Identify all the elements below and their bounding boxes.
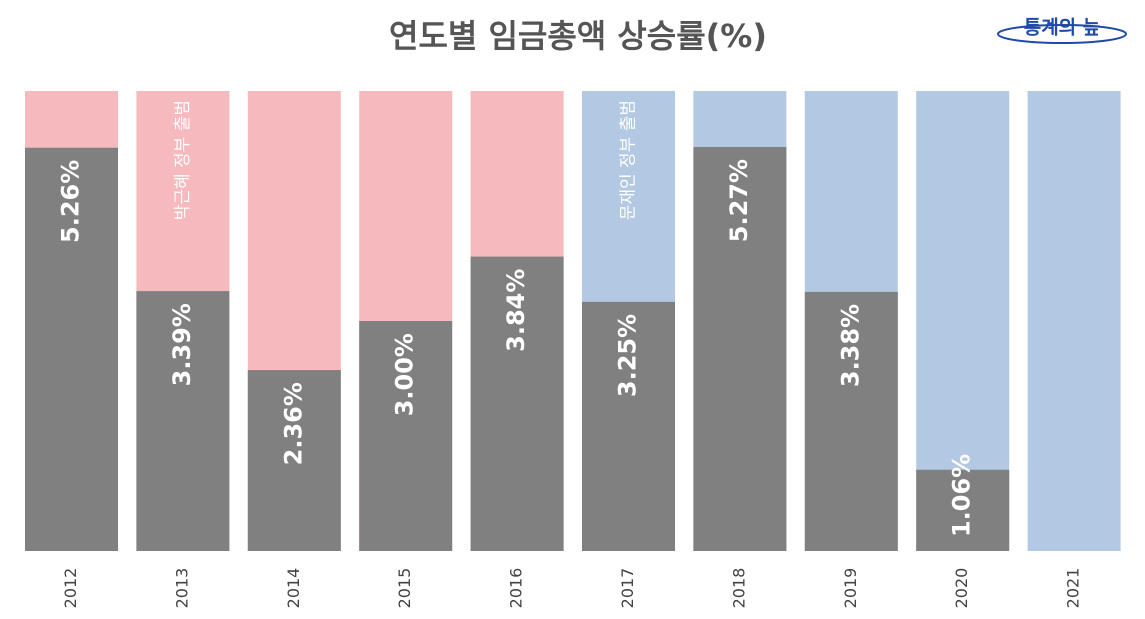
x-tick-label: 2015	[395, 568, 414, 609]
x-tick-label: 2018	[729, 568, 748, 609]
bar	[359, 321, 453, 551]
x-tick-label: 2019	[841, 568, 860, 609]
bar	[693, 146, 787, 551]
x-tick-label: 2016	[507, 568, 526, 609]
value-label: 3.38%	[836, 304, 864, 387]
x-tick-label: 2020	[952, 568, 971, 609]
bar	[136, 291, 230, 551]
bar	[916, 469, 1010, 551]
annotation: 박근혜 정부 출범	[173, 100, 193, 220]
value-label: 3.00%	[391, 333, 419, 416]
x-tick-label: 2012	[61, 568, 80, 609]
value-label: 5.26%	[57, 160, 85, 243]
value-label: 1.06%	[948, 454, 976, 537]
x-tick-label: 2017	[618, 568, 637, 609]
value-label: 3.39%	[168, 303, 196, 386]
annotation: 문재인 정부 출범	[619, 100, 639, 220]
logo-ring	[997, 24, 1127, 44]
value-label: 5.27%	[725, 159, 753, 242]
x-tick-label: 2013	[172, 568, 191, 609]
bar	[25, 147, 118, 551]
logo-text: 통계의 늪	[1024, 17, 1101, 39]
x-tick-label: 2021	[1064, 568, 1083, 609]
x-tick-label: 2014	[284, 568, 303, 609]
chart-title: 연도별 임금총액 상승률(%)	[389, 17, 767, 55]
value-label: 3.25%	[614, 314, 642, 397]
bar	[582, 301, 675, 551]
value-label: 2.36%	[279, 382, 307, 465]
value-label: 3.84%	[502, 269, 530, 352]
column-background	[1027, 91, 1121, 551]
bar	[470, 256, 564, 551]
logo: 통계의 늪	[997, 17, 1127, 44]
bar	[804, 291, 898, 551]
bar	[247, 370, 341, 551]
